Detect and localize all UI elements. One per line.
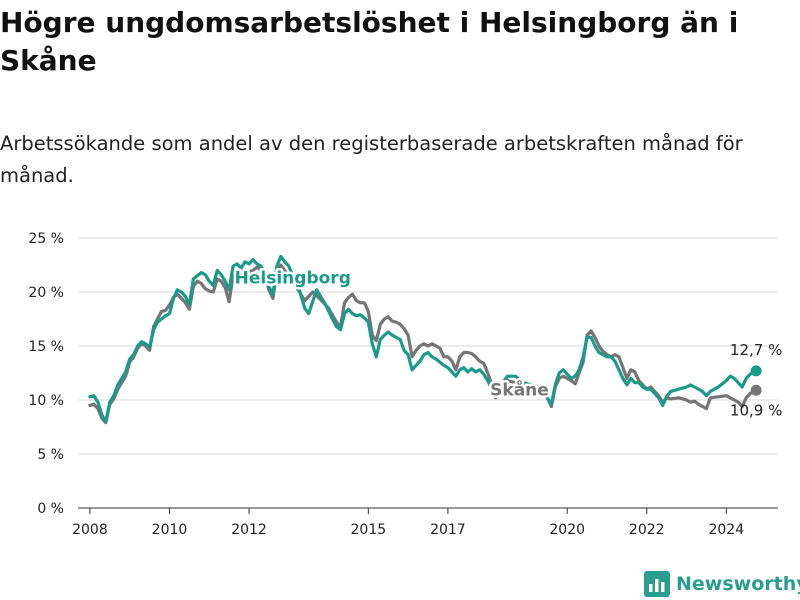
x-tick-label: 2024 xyxy=(708,522,744,538)
end-label-helsingborg: 12,7 % xyxy=(730,341,782,359)
y-axis-ticks: 0 % 5 % 10 % 15 % 20 % 25 % xyxy=(28,231,64,517)
x-tick-label: 2020 xyxy=(549,522,585,538)
series-lines xyxy=(88,254,762,425)
brand-name: Newsworthy xyxy=(676,573,800,595)
series-labels: 12,7 % 10,9 % Helsingborg Skåne xyxy=(232,266,782,419)
x-tick-label: 2010 xyxy=(152,522,188,538)
series-label-helsingborg: Helsingborg xyxy=(235,268,351,288)
series-line-helsingborg xyxy=(88,254,758,424)
y-tick-label: 0 % xyxy=(37,501,64,517)
y-tick-label: 20 % xyxy=(28,285,64,301)
x-tick-label: 2008 xyxy=(72,522,108,538)
end-point-skane xyxy=(750,384,762,396)
x-tick-label: 2017 xyxy=(430,522,466,538)
y-tick-label: 15 % xyxy=(28,339,64,355)
end-label-skane: 10,9 % xyxy=(730,401,782,419)
x-tick-label: 2012 xyxy=(231,522,267,538)
bar-chart-logo-icon xyxy=(644,571,670,597)
newsworthy-brand: Newsworthy xyxy=(644,568,800,600)
y-tick-label: 25 % xyxy=(28,231,64,247)
series-line-skane xyxy=(88,263,758,425)
end-point-helsingborg xyxy=(750,365,762,377)
chart-title: Högre ungdomsarbetslöshet i Helsingborg … xyxy=(0,6,739,77)
x-tick-label: 2015 xyxy=(351,522,387,538)
y-tick-label: 5 % xyxy=(37,447,64,463)
x-tick-label: 2022 xyxy=(629,522,665,538)
x-axis: 2008 2010 2012 2015 2017 2020 2022 2024 xyxy=(72,507,778,538)
chart-subtitle: Arbetssökande som andel av den registerb… xyxy=(0,132,743,187)
y-tick-label: 10 % xyxy=(28,393,64,409)
series-label-skane: Skåne xyxy=(490,379,549,401)
